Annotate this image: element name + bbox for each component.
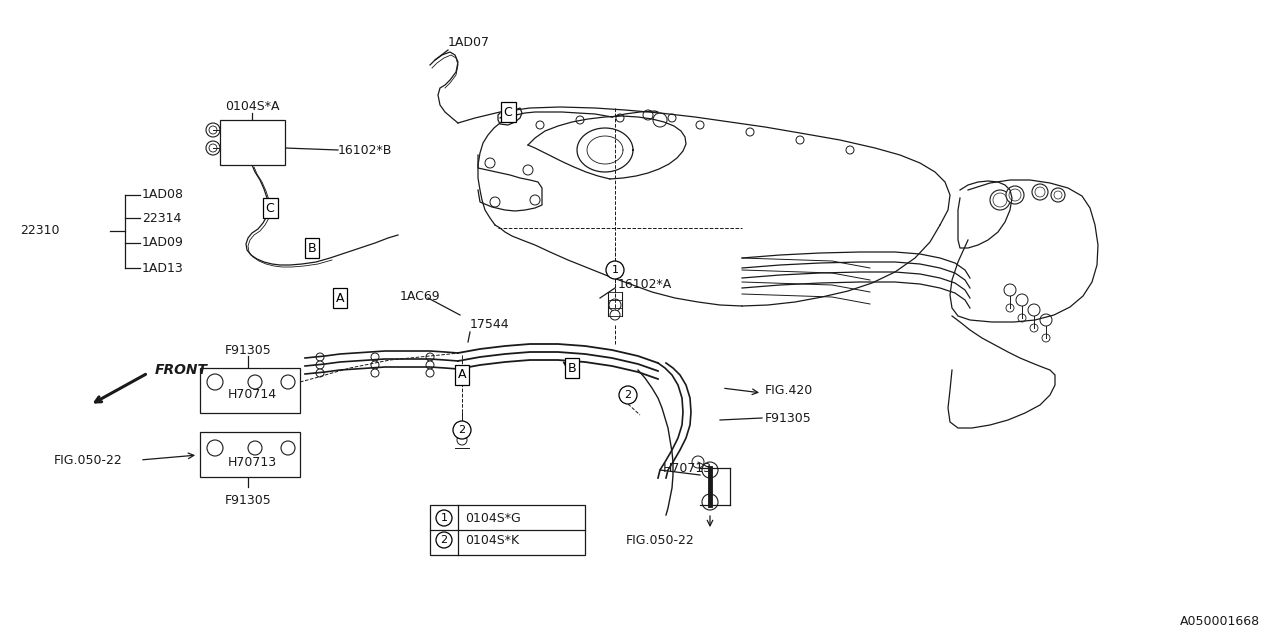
Circle shape (209, 144, 218, 152)
Bar (200, 368, 300, 413)
Circle shape (1053, 191, 1062, 199)
Circle shape (1039, 314, 1052, 326)
Circle shape (282, 441, 294, 455)
Circle shape (436, 510, 452, 526)
Circle shape (524, 165, 532, 175)
Text: F91305: F91305 (224, 493, 271, 506)
Text: 2: 2 (440, 535, 448, 545)
Circle shape (746, 128, 754, 136)
Circle shape (248, 375, 262, 389)
Text: 22310: 22310 (20, 225, 59, 237)
Circle shape (846, 146, 854, 154)
Circle shape (371, 361, 379, 369)
Text: 1AD08: 1AD08 (142, 189, 184, 202)
Circle shape (282, 375, 294, 389)
Circle shape (616, 114, 625, 122)
Circle shape (605, 261, 625, 279)
Text: A: A (458, 369, 466, 381)
Circle shape (692, 456, 704, 468)
Circle shape (1051, 188, 1065, 202)
Text: FIG.050-22: FIG.050-22 (626, 534, 694, 547)
Text: 2: 2 (625, 390, 631, 400)
Text: B: B (568, 362, 576, 374)
Circle shape (696, 121, 704, 129)
Circle shape (1028, 304, 1039, 316)
Circle shape (668, 114, 676, 122)
Text: 1AD13: 1AD13 (142, 262, 184, 275)
Circle shape (701, 494, 718, 510)
Circle shape (453, 421, 471, 439)
Circle shape (426, 361, 434, 369)
Text: FRONT: FRONT (155, 363, 207, 377)
Circle shape (485, 158, 495, 168)
Circle shape (206, 123, 220, 137)
Circle shape (371, 353, 379, 361)
Circle shape (989, 190, 1010, 210)
Text: H70714: H70714 (228, 388, 276, 401)
Bar (220, 120, 285, 165)
Text: 0104S*K: 0104S*K (465, 534, 520, 547)
Circle shape (248, 441, 262, 455)
Circle shape (1032, 184, 1048, 200)
Circle shape (643, 110, 653, 120)
Circle shape (436, 532, 452, 548)
Text: 2: 2 (458, 425, 466, 435)
Text: C: C (266, 202, 274, 214)
Text: 0104S*G: 0104S*G (465, 511, 521, 525)
Text: 1AD07: 1AD07 (448, 36, 490, 49)
Text: F91305: F91305 (765, 412, 812, 424)
Text: H70713: H70713 (663, 461, 712, 474)
Circle shape (209, 126, 218, 134)
Circle shape (1004, 284, 1016, 296)
Text: 1AD09: 1AD09 (142, 237, 184, 250)
Text: C: C (503, 106, 512, 118)
Text: A050001668: A050001668 (1180, 615, 1260, 628)
Circle shape (1016, 294, 1028, 306)
Circle shape (536, 121, 544, 129)
Circle shape (207, 374, 223, 390)
Circle shape (609, 299, 621, 311)
Text: 1AC69: 1AC69 (399, 289, 440, 303)
Circle shape (490, 197, 500, 207)
Text: 17544: 17544 (470, 319, 509, 332)
Circle shape (207, 440, 223, 456)
Circle shape (993, 193, 1007, 207)
Text: 16102*B: 16102*B (338, 143, 393, 157)
Circle shape (1030, 324, 1038, 332)
Text: F91305: F91305 (224, 344, 271, 356)
Circle shape (316, 353, 324, 361)
Circle shape (611, 310, 620, 320)
Text: FIG.420: FIG.420 (765, 385, 813, 397)
Text: 1: 1 (440, 513, 448, 523)
Bar (200, 432, 300, 477)
Circle shape (1036, 187, 1044, 197)
Text: B: B (307, 241, 316, 255)
Circle shape (576, 116, 584, 124)
Circle shape (1009, 189, 1021, 201)
Circle shape (426, 369, 434, 377)
Circle shape (206, 141, 220, 155)
Text: 16102*A: 16102*A (618, 278, 672, 291)
Bar (430, 505, 585, 555)
Circle shape (620, 386, 637, 404)
Circle shape (1006, 304, 1014, 312)
Text: 22314: 22314 (142, 211, 182, 225)
Circle shape (796, 136, 804, 144)
Circle shape (316, 369, 324, 377)
Circle shape (1006, 186, 1024, 204)
Text: 1: 1 (612, 265, 618, 275)
Circle shape (1018, 314, 1027, 322)
Circle shape (530, 195, 540, 205)
Circle shape (426, 353, 434, 361)
Text: H70713: H70713 (228, 456, 276, 468)
Circle shape (371, 369, 379, 377)
Circle shape (1042, 334, 1050, 342)
Circle shape (701, 462, 718, 478)
Text: 0104S*A: 0104S*A (225, 100, 279, 113)
Circle shape (653, 113, 667, 127)
Text: FIG.050-22: FIG.050-22 (54, 454, 123, 467)
Circle shape (457, 435, 467, 445)
Text: A: A (335, 291, 344, 305)
Circle shape (316, 361, 324, 369)
